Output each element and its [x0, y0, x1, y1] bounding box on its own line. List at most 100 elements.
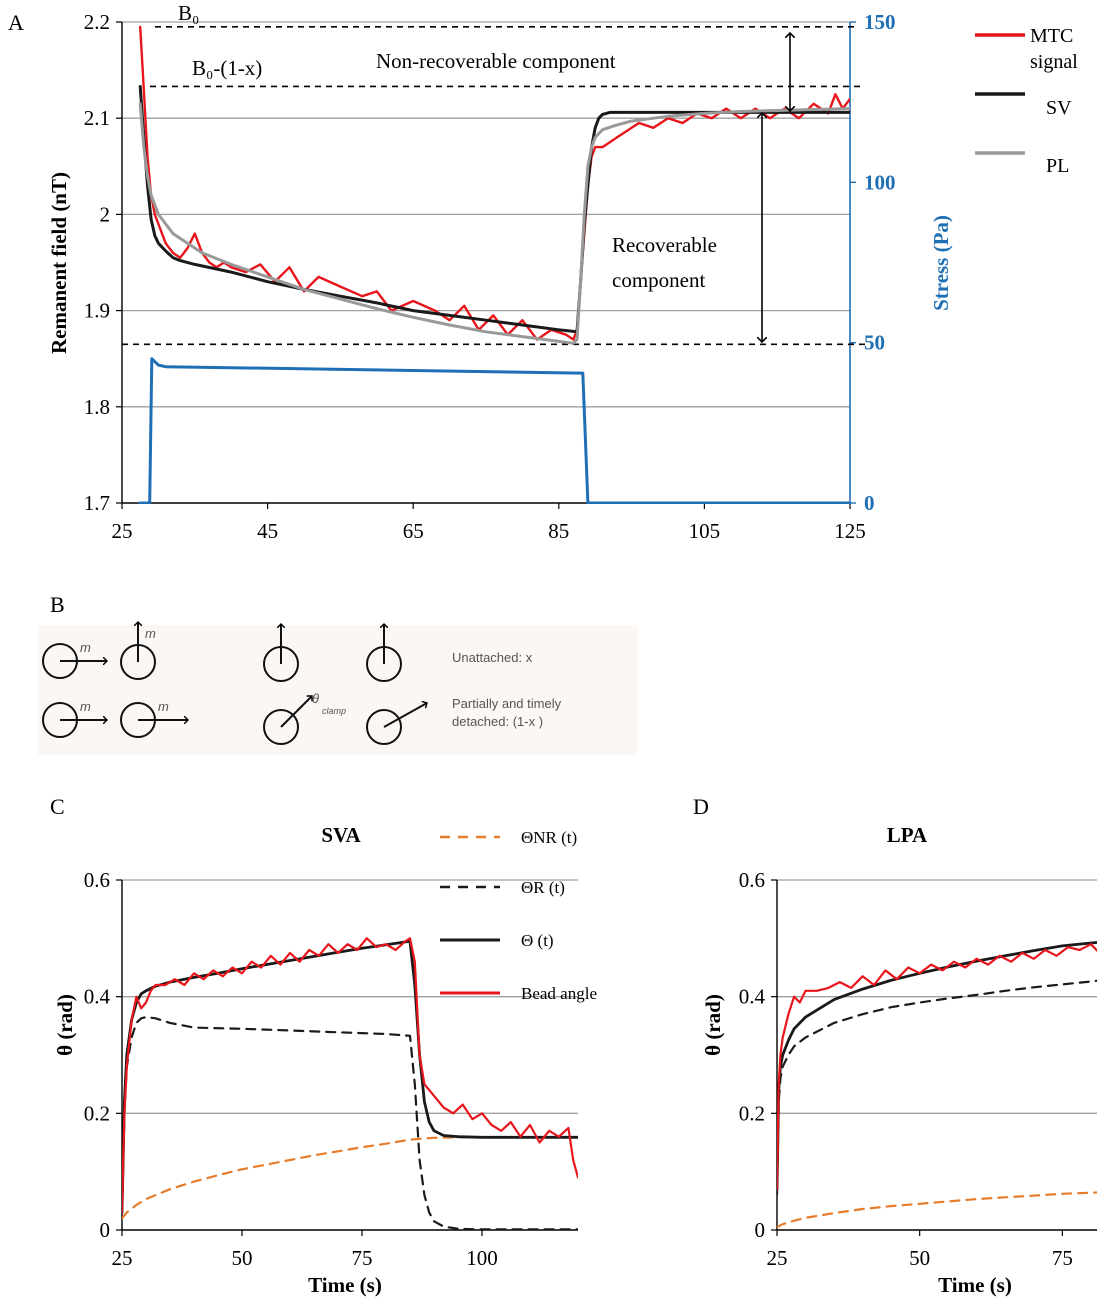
- legend-label-theta-r: ΘR (t): [521, 878, 565, 897]
- x-tick-label-65: 65: [403, 519, 424, 543]
- x-tick-label-50: 50: [232, 1246, 253, 1270]
- annotation-b0: B₀: [178, 1, 199, 25]
- panel-a-y-axis-title: Remanent field (nT): [47, 172, 71, 354]
- y-tick-label-0: 0: [100, 1218, 111, 1242]
- x-tick-label-75: 75: [1052, 1246, 1073, 1270]
- series-line-stress: [138, 357, 850, 504]
- panel-a-gridlines: [122, 21, 850, 408]
- legend-label-mtc: MTC: [1030, 25, 1073, 47]
- legend-label-sv: SV: [1046, 97, 1072, 119]
- panel-c-y-axis-title: θ (rad): [53, 994, 77, 1056]
- svg-text:m: m: [80, 699, 91, 714]
- panel-a-legend: MTC signal SV PL: [975, 25, 1078, 177]
- legend-label-pl: PL: [1046, 155, 1069, 177]
- bead-row1-col3: [263, 624, 299, 682]
- panel-a-x-tick-labels: 25 45 65 85 105 125: [112, 519, 866, 543]
- panel-a-y-tick-labels: 1.7 1.8 1.9 2 2.1 2.2: [84, 10, 110, 515]
- annotation-non-recoverable: Non-recoverable component: [376, 49, 616, 73]
- legend-label-signal: signal: [1030, 51, 1078, 73]
- panel-c-x-axis-title: Time (s): [308, 1273, 382, 1297]
- series-line-pl: [138, 102, 850, 345]
- y-tick-label-2-2: 2.2: [84, 10, 110, 34]
- bead-row1-col2: m: [120, 622, 156, 680]
- panel-a-y2-tick-labels: 0 50 100 150: [864, 10, 896, 515]
- panel-c-x-tick-labels: 25 50 75 100: [112, 1246, 498, 1270]
- panel-a-reference-lines: [122, 26, 865, 346]
- svg-text:m: m: [80, 640, 91, 655]
- svg-text:m: m: [158, 699, 169, 714]
- series-line-t: [777, 941, 1097, 1191]
- panel-c-legend: ΘNR (t) ΘR (t) Θ (t) Bead angle: [440, 828, 597, 1003]
- panel-a-series: [138, 25, 850, 504]
- x-tick-label-25: 25: [112, 1246, 133, 1270]
- legend-label-theta-nr: ΘNR (t): [521, 828, 577, 847]
- y-tick-label-2-1: 2.1: [84, 106, 110, 130]
- bead-row1-col4: [366, 624, 402, 682]
- label-unattached: Unattached: x: [452, 650, 533, 665]
- x-tick-label-25: 25: [112, 519, 133, 543]
- panel-c-axes: [116, 879, 578, 1236]
- series-line-mtc-signal: [139, 25, 850, 341]
- bead-row1-col1: m: [42, 640, 107, 679]
- y-tick-label-1-7: 1.7: [84, 491, 110, 515]
- y-tick-label-0-6: 0.6: [84, 868, 110, 892]
- bead-row2-col4: [366, 703, 427, 745]
- panel-a-y2-axis-title: Stress (Pa): [929, 215, 953, 311]
- series-line-nr-t: [122, 1136, 578, 1220]
- panel-c-y-tick-labels: 0 0.2 0.4 0.6: [84, 868, 111, 1242]
- panel-d-axes: [771, 879, 1097, 1236]
- series-line-t: [122, 939, 578, 1214]
- bead-row2-col1: m: [42, 699, 107, 738]
- y2-tick-label-150: 150: [864, 10, 896, 34]
- y-tick-label-0-6: 0.6: [739, 868, 765, 892]
- x-tick-label-100: 100: [466, 1246, 498, 1270]
- y-tick-label-0-2: 0.2: [739, 1101, 765, 1125]
- panel-c-series: [122, 937, 578, 1230]
- panel-label-a: A: [8, 10, 24, 35]
- annotation-recoverable-line1: Recoverable: [612, 233, 717, 257]
- panel-d-x-axis-title: Time (s): [938, 1273, 1012, 1297]
- svg-text:θ: θ: [312, 691, 319, 706]
- svg-text:m: m: [145, 626, 156, 641]
- panel-c-gridlines: [122, 879, 578, 1114]
- y-tick-label-2: 2: [100, 202, 111, 226]
- x-tick-label-45: 45: [257, 519, 278, 543]
- y-tick-label-0-4: 0.4: [84, 985, 111, 1009]
- bead-row2-col2: m: [120, 699, 188, 738]
- x-tick-label-105: 105: [689, 519, 721, 543]
- x-tick-label-75: 75: [352, 1246, 373, 1270]
- y-tick-label-1-8: 1.8: [84, 395, 110, 419]
- annotation-recoverable-line2: component: [612, 268, 705, 292]
- series-line-bead-angle: [777, 943, 1097, 1191]
- panel-c: C SVA 0 0.2 0.4 0.6 25 50 75 100 θ (rad) Time …: [50, 794, 597, 1297]
- y-tick-label-0: 0: [755, 1218, 766, 1242]
- y2-tick-label-0: 0: [864, 491, 875, 515]
- y2-tick-label-50: 50: [864, 331, 885, 355]
- series-line-sv: [138, 85, 850, 334]
- panel-b-schematic: B m m Unattached: x m: [38, 592, 638, 755]
- series-line-r-t: [777, 979, 1097, 1197]
- bead-row2-col3: θ clamp: [263, 691, 346, 745]
- panel-d-series: [777, 941, 1097, 1229]
- y-tick-label-0-2: 0.2: [84, 1101, 110, 1125]
- panel-label-c: C: [50, 794, 65, 819]
- panel-label-b: B: [50, 592, 65, 617]
- svg-text:clamp: clamp: [322, 706, 346, 716]
- series-line-bead-angle: [122, 937, 578, 1214]
- panel-d-y-axis-title: θ (rad): [701, 994, 725, 1056]
- x-tick-label-25: 25: [767, 1246, 788, 1270]
- panel-c-title: SVA: [321, 823, 361, 847]
- label-detached-line2: detached: (1-x ): [452, 714, 543, 729]
- panel-label-d: D: [693, 794, 709, 819]
- panel-d-title: LPA: [887, 823, 928, 847]
- x-tick-label-50: 50: [909, 1246, 930, 1270]
- schematic-background: [38, 625, 638, 755]
- panel-a: A 1.7 1.8 1.9 2 2.1 2.2 0 50 100 150 25 45 65 85 105…: [8, 1, 1078, 543]
- y-tick-label-0-4: 0.4: [739, 985, 766, 1009]
- legend-label-theta: Θ (t): [521, 931, 554, 950]
- series-line-nr-t: [777, 1191, 1097, 1229]
- legend-label-bead-angle: Bead angle: [521, 984, 597, 1003]
